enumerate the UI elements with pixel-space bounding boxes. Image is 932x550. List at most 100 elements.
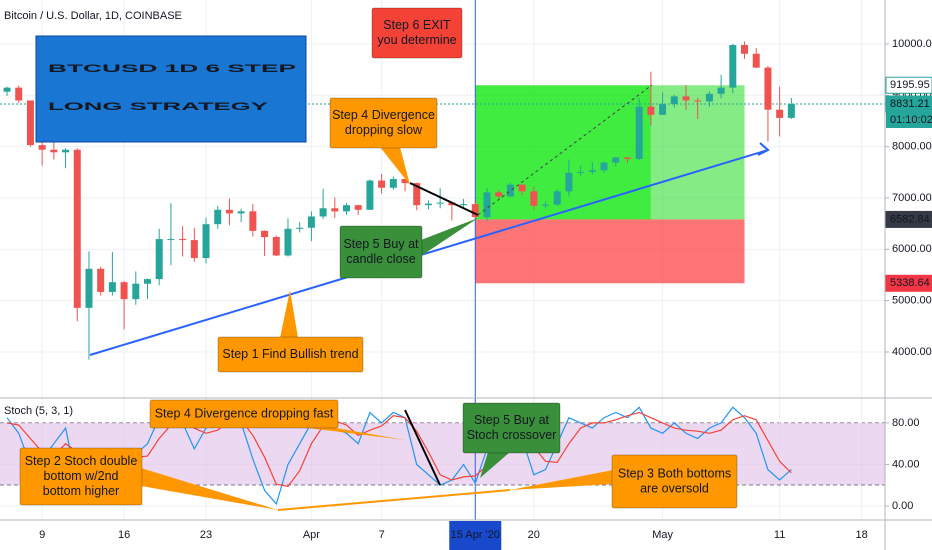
candle-body bbox=[424, 203, 432, 206]
callout: Step 1 Find Bullish trend bbox=[217, 290, 364, 373]
callout-text: bottom w/2nd bbox=[43, 469, 118, 483]
title-box bbox=[35, 35, 307, 143]
stoch-divergence-line bbox=[404, 409, 441, 486]
y-tick-label: 10000.00 bbox=[892, 38, 932, 50]
y-tick-label: 5000.00 bbox=[892, 295, 932, 307]
candle-body bbox=[97, 268, 105, 292]
callout-box bbox=[217, 336, 364, 373]
candle-body bbox=[413, 183, 421, 206]
callout-text: Step 4 Divergence dropping fast bbox=[155, 406, 334, 420]
data-layer bbox=[3, 41, 795, 506]
x-tick-label: 11 bbox=[774, 529, 785, 541]
candle-body bbox=[378, 180, 386, 188]
price-label: 5338.64 bbox=[890, 277, 930, 289]
x-tick-label: 18 bbox=[855, 529, 867, 541]
candle-body bbox=[225, 209, 233, 214]
candle-body bbox=[694, 100, 702, 102]
candle-body bbox=[366, 180, 374, 210]
candle-body bbox=[647, 106, 655, 115]
candle-body bbox=[73, 149, 81, 308]
y2-tick-label: 40.00 bbox=[892, 458, 920, 470]
candle-body bbox=[343, 205, 351, 212]
title-line: LONG STRATEGY bbox=[48, 101, 270, 113]
candle-body bbox=[389, 179, 397, 188]
callout-text: are oversold bbox=[640, 481, 709, 495]
candle-body bbox=[132, 283, 140, 300]
candle-body bbox=[787, 103, 795, 118]
candle-body bbox=[62, 149, 70, 153]
title-line: BTCUSD 1D 6 STEP bbox=[48, 63, 296, 75]
candle-body bbox=[85, 268, 93, 308]
price-label: 6582.84 bbox=[890, 213, 930, 225]
stop-zone bbox=[475, 219, 745, 284]
candle-body bbox=[272, 237, 280, 256]
x-tick-label: 16 bbox=[118, 529, 130, 541]
callout-text: Step 1 Find Bullish trend bbox=[222, 347, 358, 361]
stoch-bottoms-line bbox=[277, 489, 511, 511]
candle-body bbox=[471, 204, 479, 217]
callout-text: dropping slow bbox=[345, 123, 423, 137]
candle-body bbox=[331, 208, 339, 212]
callout: Step 4 Divergence dropping fast bbox=[149, 399, 405, 440]
candle-body bbox=[483, 192, 491, 217]
candle-body bbox=[401, 179, 409, 184]
x-tick-label: May bbox=[652, 529, 673, 541]
candle-body bbox=[448, 202, 456, 206]
callout-box bbox=[339, 225, 423, 279]
price-label: 8831.21 bbox=[890, 98, 930, 110]
callout-box bbox=[462, 402, 561, 454]
candle-body bbox=[506, 184, 514, 197]
callout-box bbox=[149, 399, 339, 429]
price-label-box bbox=[885, 210, 932, 228]
countdown-label: 01:10:02 bbox=[890, 114, 932, 126]
candle-body bbox=[190, 240, 198, 259]
countdown-box bbox=[886, 111, 932, 128]
candle-body bbox=[518, 184, 526, 192]
callout-pointer bbox=[480, 452, 510, 478]
callout-box bbox=[611, 454, 738, 509]
candle-body bbox=[741, 45, 749, 54]
divergence-line bbox=[409, 182, 479, 216]
candle-body bbox=[202, 224, 210, 259]
callout-pointer bbox=[300, 427, 405, 440]
callout-box bbox=[371, 7, 463, 59]
callout-box bbox=[19, 447, 143, 506]
callout-text: Step 5 Buy at bbox=[474, 413, 550, 427]
candle-body bbox=[764, 67, 772, 110]
candle-body bbox=[588, 170, 596, 172]
callout-box bbox=[329, 97, 438, 149]
callout-text: Step 4 Divergence bbox=[332, 108, 435, 122]
callout-text: Step 5 Buy at bbox=[343, 237, 419, 251]
target-line bbox=[477, 84, 653, 216]
candle-body bbox=[144, 279, 151, 284]
candle-body bbox=[15, 87, 23, 101]
axis-layer: 4000.005000.006000.007000.008000.009000.… bbox=[39, 38, 932, 550]
y-tick-label: 4000.00 bbox=[892, 346, 932, 358]
candle-body bbox=[120, 282, 128, 300]
candle-body bbox=[3, 87, 11, 92]
candle-body bbox=[530, 191, 538, 206]
price-label: 9195.95 bbox=[890, 79, 930, 91]
callout-pointer bbox=[380, 147, 410, 185]
trend-line bbox=[89, 149, 769, 356]
callout-text: candle close bbox=[346, 252, 416, 266]
candle-body bbox=[495, 192, 503, 197]
candle-body bbox=[729, 45, 737, 88]
callout-text: Stoch crossover bbox=[467, 428, 557, 442]
stoch-title: Stoch (5, 3, 1) bbox=[4, 405, 73, 417]
candle-body bbox=[682, 96, 690, 101]
price-label-box bbox=[885, 76, 932, 94]
callout-text: Step 2 Stoch double bbox=[25, 454, 138, 468]
candle-body bbox=[167, 239, 175, 241]
candle-body bbox=[577, 171, 585, 173]
x-tick-label: 20 bbox=[528, 529, 540, 541]
candle-body bbox=[26, 100, 34, 146]
callout-pointer bbox=[141, 468, 278, 510]
candle-body bbox=[565, 172, 573, 192]
